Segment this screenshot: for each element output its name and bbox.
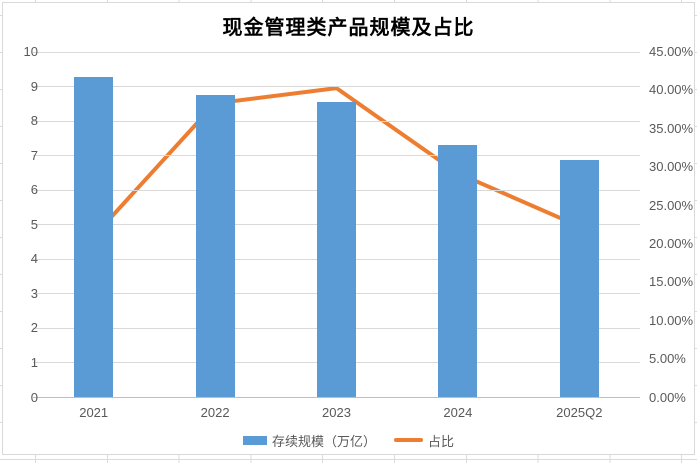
chart-legend: 存续规模（万亿） 占比: [0, 431, 697, 449]
gridline: [33, 51, 640, 53]
left-axis-tick-label: 7: [30, 147, 38, 163]
left-axis-tick-label: 5: [30, 216, 38, 232]
right-axis-tick-label: 25.00%: [649, 197, 694, 213]
bar: [74, 76, 114, 397]
left-axis-tick-label: 0: [30, 389, 38, 405]
legend-label-proportion: 占比: [428, 433, 455, 449]
right-axis-tick-label: 45.00%: [649, 44, 694, 59]
bar-series-swatch-icon: [242, 435, 267, 445]
x-axis-line: [33, 397, 640, 398]
bar: [438, 145, 478, 397]
chart-title: 现金管理类产品规模及占比: [222, 17, 475, 39]
left-axis-tick-label: 3: [30, 285, 38, 301]
left-axis-tick-label: 6: [30, 182, 38, 198]
x-axis-category-label: 2021: [79, 405, 109, 420]
left-axis-tick-label: 10: [23, 44, 38, 59]
right-axis-tick-label: 5.00%: [649, 351, 686, 367]
left-axis-tick-label: 4: [30, 251, 38, 267]
line-series-swatch-icon: [394, 438, 423, 442]
x-axis-category-label: 2023: [322, 405, 351, 420]
right-axis-tick-label: 30.00%: [649, 159, 694, 175]
right-axis-tick-label: 35.00%: [649, 120, 694, 136]
left-axis-tick-label: 2: [30, 320, 38, 336]
legend-item-proportion: 占比: [394, 431, 454, 450]
right-axis-tick-label: 20.00%: [649, 235, 694, 251]
left-axis-tick-label: 1: [30, 354, 38, 370]
x-axis-category-label: 2025Q2: [556, 405, 603, 420]
right-axis-tick-label: 0.00%: [649, 389, 686, 405]
legend-label-scale: 存续规模（万亿）: [271, 433, 376, 449]
x-axis-category-label: 2024: [443, 405, 473, 420]
bar: [317, 102, 356, 397]
legend-item-scale: 存续规模（万亿）: [242, 431, 376, 450]
x-axis-category-label: 2022: [200, 405, 230, 420]
bar: [559, 160, 599, 397]
gridline: [33, 86, 640, 88]
right-axis-tick-label: 10.00%: [649, 312, 694, 328]
right-axis-tick-label: 15.00%: [649, 274, 694, 290]
left-axis-tick-label: 8: [30, 113, 38, 129]
bar: [195, 94, 235, 397]
left-axis-tick-label: 9: [30, 78, 38, 94]
right-axis-tick-label: 40.00%: [649, 82, 694, 98]
